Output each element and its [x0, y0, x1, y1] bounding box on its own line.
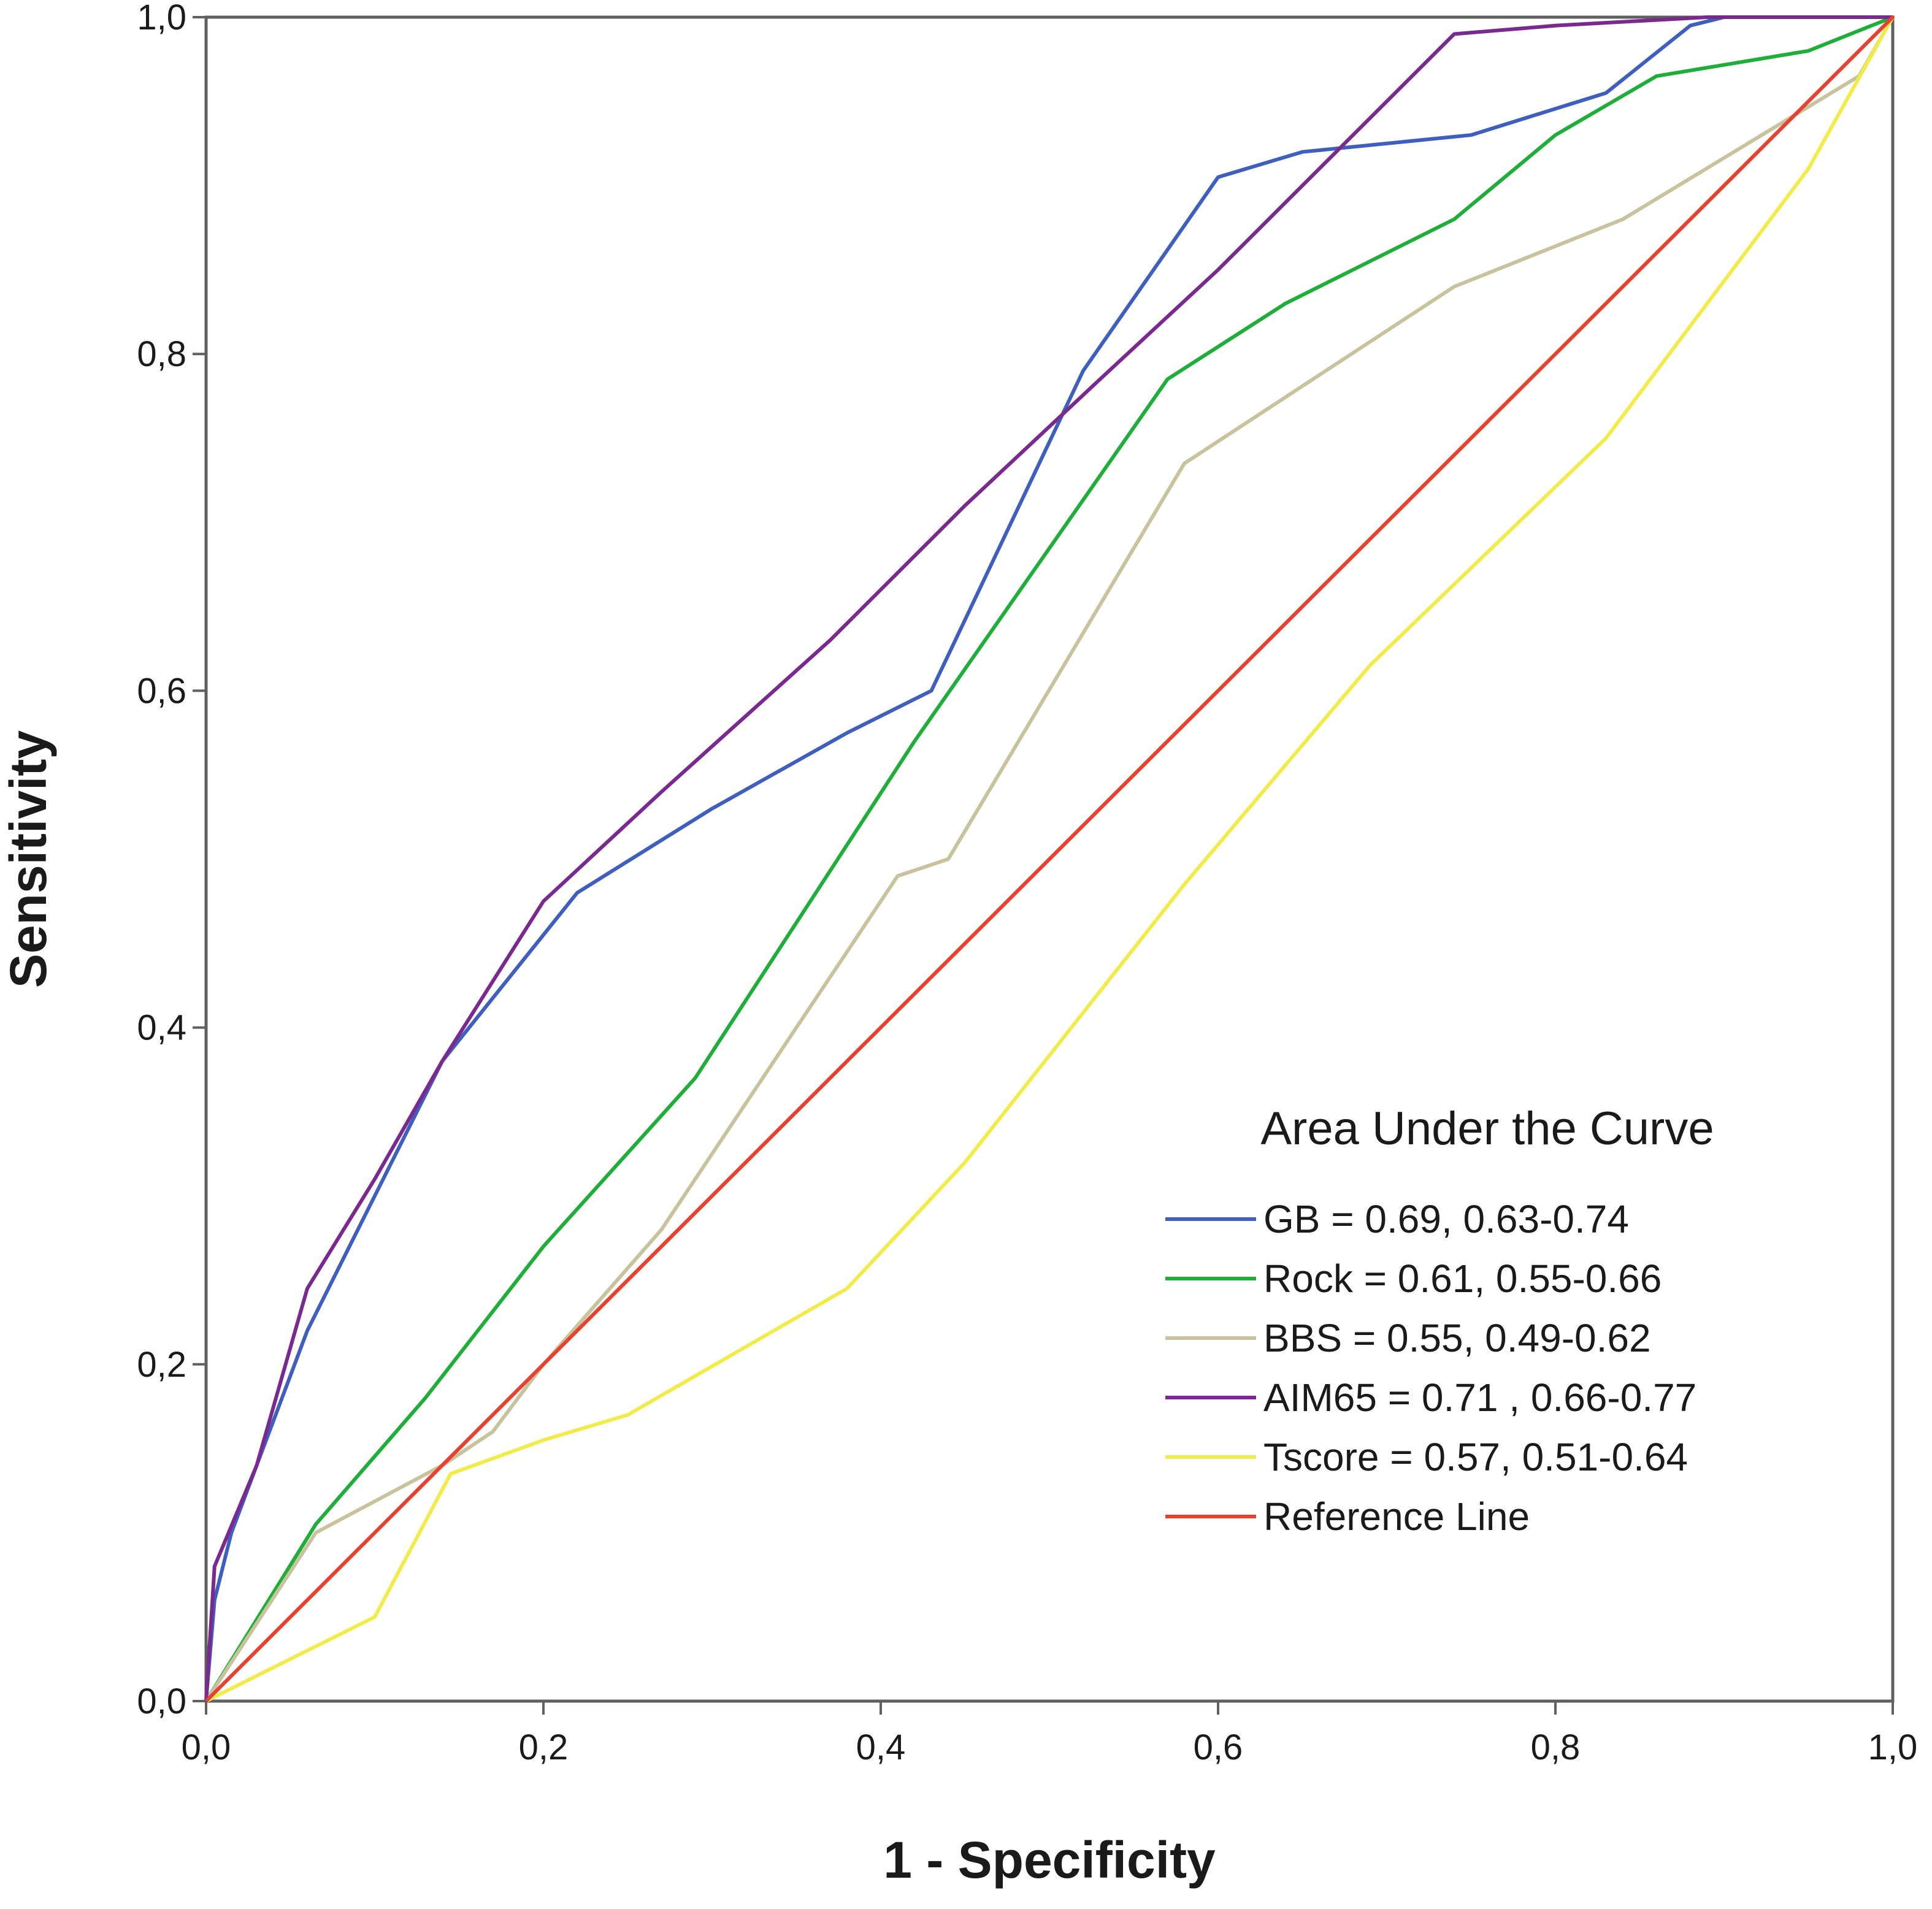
x-tick-label: 0,4 — [856, 1727, 906, 1767]
series-line-tscore — [204, 15, 1895, 1703]
y-tick-label: 0,8 — [137, 334, 186, 374]
legend-label: Rock = 0.61, 0.55-0.66 — [1263, 1257, 1662, 1301]
x-axis-ticks: 0,0 0,2 0,4 0,6 0,8 1,0 — [182, 1701, 1918, 1767]
x-tick-label: 0,2 — [519, 1727, 569, 1767]
x-tick-label: 0,6 — [1194, 1727, 1243, 1767]
x-tick-label: 1,0 — [1868, 1727, 1918, 1767]
y-tick-label: 0,0 — [137, 1681, 186, 1721]
y-tick-label: 0,4 — [137, 1008, 186, 1048]
legend-label: Tscore = 0.57, 0.51-0.64 — [1263, 1435, 1688, 1479]
legend-items: GB = 0.69, 0.63-0.74 Rock = 0.61, 0.55-0.… — [1165, 1197, 1696, 1539]
legend-title: Area Under the Curve — [1260, 1103, 1714, 1155]
y-tick-label: 0,2 — [137, 1345, 186, 1385]
series-lines — [204, 15, 1895, 1703]
legend-label: GB = 0.69, 0.63-0.74 — [1263, 1197, 1629, 1241]
series-line-rock — [204, 15, 1895, 1703]
legend-label: BBS = 0.55, 0.49-0.62 — [1263, 1316, 1651, 1360]
legend: Area Under the Curve GB = 0.69, 0.63-0.7… — [1165, 1103, 1714, 1539]
y-tick-label: 0,6 — [137, 671, 186, 711]
series-line-reference-line — [204, 15, 1895, 1703]
x-tick-label: 0,8 — [1531, 1727, 1581, 1767]
x-axis-title: 1 - Specificity — [883, 1831, 1216, 1889]
y-axis-ticks: 0,0 0,2 0,4 0,6 0,8 1,0 — [137, 0, 206, 1721]
y-axis-title: Sensitivity — [0, 730, 57, 988]
legend-label: Reference Line — [1263, 1494, 1530, 1539]
x-tick-label: 0,0 — [182, 1727, 231, 1767]
series-line-aim65 — [204, 15, 1895, 1703]
series-line-bbs — [204, 15, 1895, 1703]
legend-label: AIM65 = 0.71 , 0.66-0.77 — [1263, 1375, 1696, 1420]
y-tick-label: 1,0 — [137, 0, 186, 37]
series-line-gb — [204, 15, 1895, 1703]
